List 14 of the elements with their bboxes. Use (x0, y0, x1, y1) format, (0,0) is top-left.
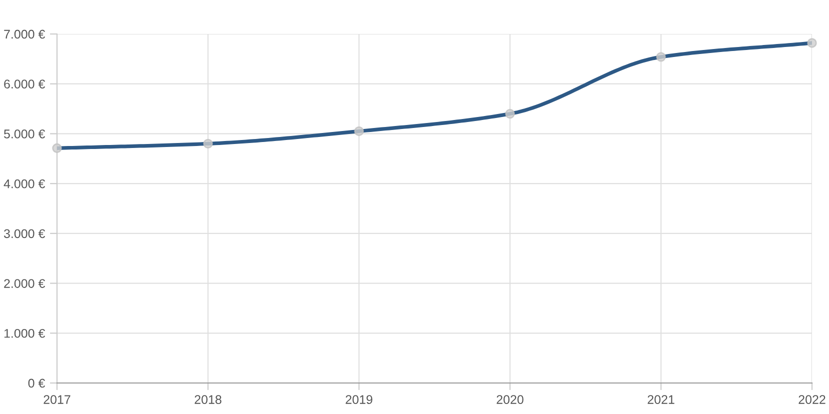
y-tick-label: 7.000 € (4, 30, 46, 39)
x-tick-label: 2022 (798, 395, 826, 404)
x-tick-label: 2021 (648, 395, 674, 404)
y-tick-label: 5.000 € (4, 130, 46, 138)
y-tick-label: 4.000 € (4, 179, 46, 188)
x-tick-label: 2019 (346, 395, 372, 404)
y-tick-label: 2.000 € (4, 279, 46, 288)
y-tick-label: 1.000 € (4, 328, 46, 338)
y-tick-label: 0 € (28, 378, 46, 388)
x-tick-label: 2018 (194, 395, 222, 404)
y-tick-label: 6.000 € (4, 80, 46, 89)
x-tick-label: 2020 (496, 395, 524, 404)
x-tick-label: 2017 (44, 395, 70, 404)
y-tick-label: 3.000 € (4, 229, 46, 238)
